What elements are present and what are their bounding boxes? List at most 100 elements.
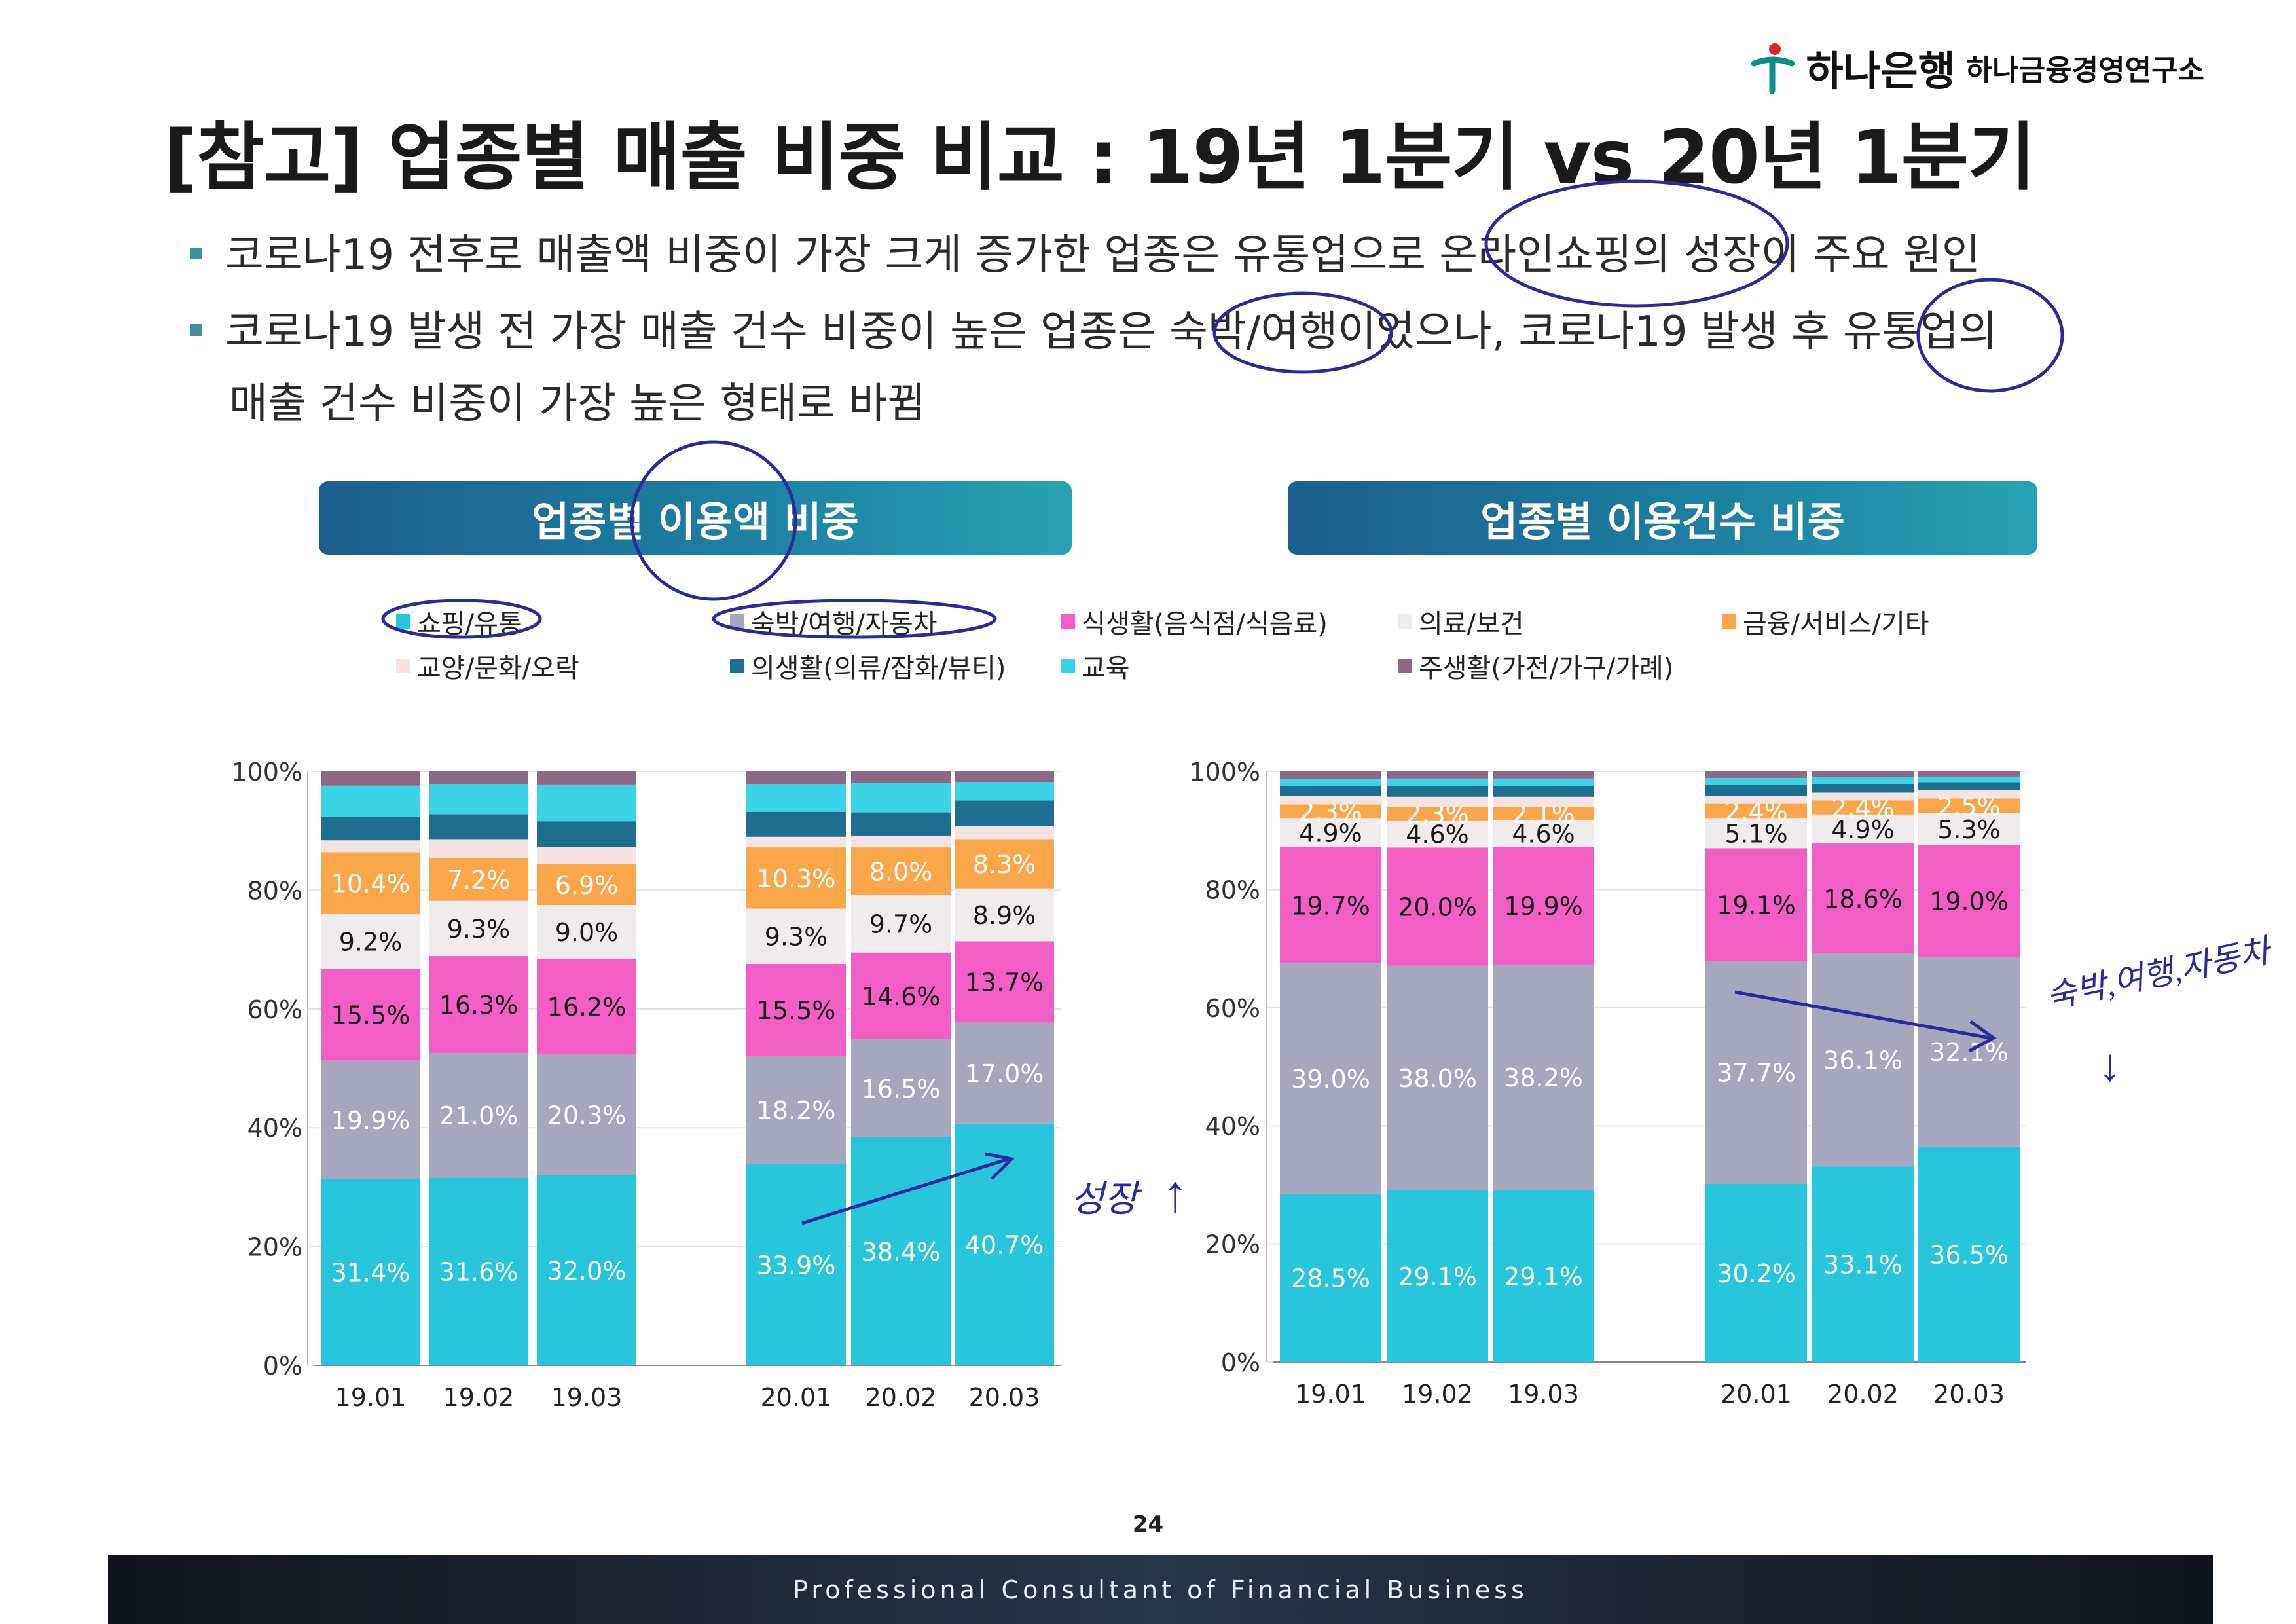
- bar-segment: [1280, 795, 1381, 805]
- chart1-title-banner: 업종별 이용액 비중: [319, 481, 1072, 555]
- bar-segment: [321, 840, 420, 853]
- chart1-title: 업종별 이용액 비중: [532, 498, 859, 545]
- bar-segment: [321, 852, 420, 914]
- bar-segment: [955, 1022, 1054, 1124]
- bar-segment: [1918, 844, 2020, 957]
- x-tick-label: 19.01: [1295, 1380, 1366, 1409]
- bar-segment: [1705, 803, 1807, 819]
- bar-segment: [429, 784, 528, 815]
- legend-swatch-icon: [1398, 614, 1412, 629]
- y-tick-label: 100%: [1189, 758, 1260, 786]
- data-label: 16.3%: [439, 991, 519, 1020]
- trend-arrow-icon: [1734, 990, 1991, 1040]
- bar-segment: [1705, 771, 1807, 778]
- data-label: 31.4%: [331, 1259, 410, 1287]
- bar-segment: [429, 956, 528, 1053]
- bar-segment: [429, 900, 528, 957]
- bar-segment: [955, 888, 1054, 942]
- bullet-1-text: 코로나19 전후로 매출액 비중이 가장 크게 증가한 업종은 유통업으로 온라…: [225, 231, 1980, 280]
- legend-swatch-icon: [1061, 614, 1075, 629]
- bar-segment: [321, 771, 420, 786]
- bullet-square-icon: [190, 248, 202, 260]
- data-label: 28.5%: [1291, 1264, 1370, 1293]
- legend-label: 교양/문화/오락: [417, 654, 579, 684]
- bar-segment: [746, 836, 846, 848]
- institute-name: 하나금융경영연구소: [1965, 54, 2204, 87]
- chart-amount-share: 0% 20% 40% 60% 80% 100% 31.4% 19.9% 15.5% 9.2% 10.…: [231, 758, 1061, 1412]
- bar-segment: [321, 913, 420, 969]
- y-tick-label: 20%: [247, 1233, 302, 1262]
- circle-annotation-icon: [712, 599, 997, 639]
- bar-segment: [851, 835, 951, 848]
- annotation-growth-text: 성장: [1070, 1179, 1142, 1220]
- legend-label: 의료/보건: [1419, 609, 1524, 639]
- footer-banner: Professional Consultant of Financial Bus…: [108, 1555, 2213, 1624]
- bar-segment: [955, 782, 1054, 801]
- legend-item-housing: 주생활(가전/가구/가례): [1398, 647, 1673, 685]
- data-label: 4.9%: [1831, 815, 1895, 844]
- bar-segment: [851, 1039, 951, 1137]
- legend: 쇼핑/유통 숙박/여행/자동차 식생활(음식점/식음료) 의료/보건 금융/서비…: [376, 589, 1980, 688]
- data-label: 19.1%: [1717, 891, 1796, 919]
- legend-label: 금융/서비스/기타: [1743, 609, 1929, 639]
- bar-segment: [537, 958, 636, 1055]
- legend-item-education: 교육: [1061, 647, 1130, 685]
- circle-annotation-icon: [1484, 179, 1789, 308]
- legend-swatch-icon: [396, 614, 410, 629]
- data-label: 39.0%: [1291, 1065, 1370, 1094]
- bar-segment: [321, 816, 420, 841]
- bar-segment: [1918, 790, 2020, 799]
- legend-item-shopping: 쇼핑/유통: [396, 602, 522, 640]
- y-tick-label: 80%: [1205, 876, 1260, 904]
- data-label: 14.6%: [862, 982, 941, 1011]
- bar-segment: [1280, 771, 1381, 779]
- legend-swatch-icon: [396, 659, 410, 673]
- legend-label: 주생활(가전/가구/가례): [1419, 654, 1674, 684]
- bar-segment: [1705, 784, 1807, 796]
- bar-segment: [1387, 796, 1488, 807]
- bar-segment: [321, 1179, 420, 1365]
- data-label: 29.1%: [1398, 1263, 1477, 1291]
- bar-segment: [537, 905, 636, 959]
- x-tick-label: 19.03: [1508, 1380, 1579, 1409]
- bar-segment: [1493, 771, 1594, 779]
- chart-count-share: 0%20%40%60%80%100%28.5%39.0%19.7%4.9%2.3…: [1189, 758, 2026, 1409]
- data-label: 17.0%: [965, 1060, 1044, 1088]
- bar-segment: [429, 1052, 528, 1178]
- bar-segment: [746, 811, 846, 837]
- legend-label: 교육: [1082, 654, 1130, 684]
- bar-segment: [537, 821, 636, 847]
- data-label: 5.3%: [1937, 815, 2001, 844]
- chart2-title-banner: 업종별 이용건수 비중: [1288, 481, 2037, 555]
- bar-segment: [1493, 778, 1594, 786]
- x-tick-label: 20.02: [866, 1383, 937, 1412]
- legend-item-culture: 교양/문화/오락: [396, 647, 579, 685]
- bar-segment: [1918, 771, 2020, 778]
- data-label: 19.7%: [1291, 891, 1370, 920]
- x-tick-label: 19.01: [335, 1383, 407, 1412]
- bar-segment: [1493, 847, 1594, 965]
- y-tick-label: 60%: [247, 995, 302, 1024]
- bar-segment: [1918, 798, 2020, 814]
- data-label: 32.0%: [547, 1257, 627, 1285]
- legend-label: 의생활(의류/잡화/뷰티): [751, 654, 1006, 684]
- bar-segment: [746, 1164, 846, 1365]
- bar-segment: [1918, 777, 2020, 783]
- data-label: 38.0%: [1398, 1064, 1477, 1093]
- bar-segment: [429, 1177, 528, 1365]
- bar-segment: [1280, 818, 1381, 847]
- data-label: 19.9%: [331, 1106, 410, 1135]
- bullet-square-icon: [190, 324, 202, 337]
- bar-segment: [537, 864, 636, 906]
- data-label: 37.7%: [1717, 1059, 1796, 1088]
- bar-segment: [1812, 843, 1914, 953]
- x-tick-label: 20.02: [1827, 1380, 1899, 1409]
- bar-segment: [1387, 786, 1488, 797]
- data-label: 32.1%: [1929, 1038, 2009, 1067]
- annotation-down-arrow-text: ↓: [2098, 1041, 2121, 1091]
- data-label: 5.1%: [1724, 819, 1788, 848]
- bar-segment: [851, 783, 951, 813]
- footer-text: Professional Consultant of Financial Bus…: [793, 1575, 1528, 1604]
- data-label: 9.3%: [765, 923, 828, 951]
